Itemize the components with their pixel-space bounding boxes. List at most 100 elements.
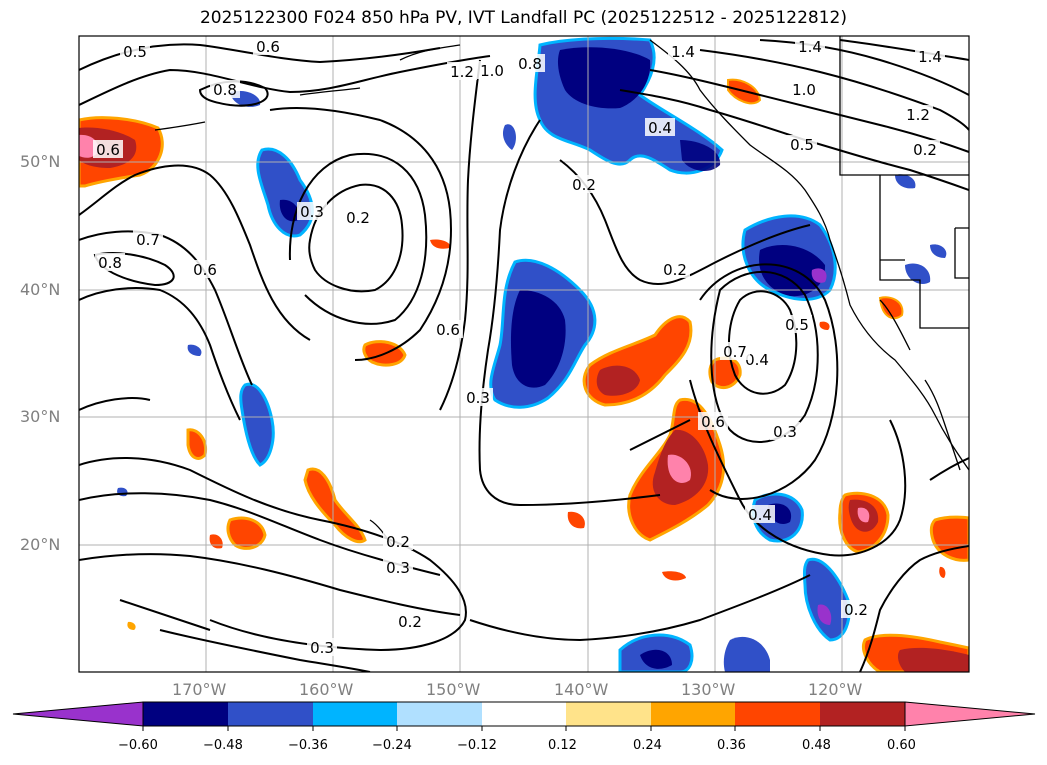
contour-label-text: 1.2: [906, 106, 930, 124]
lon-tick-120w: 120°W: [808, 680, 863, 699]
contour-label-text: 0.2: [913, 141, 937, 159]
contour-label-text: 1.0: [480, 62, 504, 80]
colorbar-box-2: [228, 702, 313, 726]
lat-tick-20n: 20°N: [20, 535, 61, 554]
contour-label: 0.3: [297, 202, 327, 221]
contour-label: 0.4: [745, 505, 775, 524]
colorbar-box-7: [651, 702, 735, 726]
colorbar-label-9: 0.48: [802, 738, 831, 753]
contour-label: 1.0: [477, 61, 507, 80]
coastlines: [154, 36, 969, 546]
colorbar-extend-left: [12, 701, 144, 727]
contour-label: 0.8: [515, 54, 545, 73]
colorbar-label-1: −0.60: [118, 738, 158, 753]
contour-label-text: 0.6: [193, 261, 217, 279]
lon-tick-130w: 130°W: [681, 680, 736, 699]
contour-label-text: 1.2: [450, 63, 474, 81]
contour-label-text: 0.2: [844, 601, 868, 619]
contour-label-text: 0.4: [748, 506, 772, 524]
positive-anomaly-shading: [79, 78, 969, 672]
contour-labels: 0.5 0.60.81.2 1.0 0.81.4 1.41.41.01.20.50.40…: [93, 37, 945, 657]
lat-tick-50n: 50°N: [20, 152, 61, 171]
contour-label-text: 0.6: [436, 321, 460, 339]
contour-label: 0.2: [383, 532, 413, 551]
contour-label-text: 0.6: [96, 141, 120, 159]
contour-label-text: 1.0: [792, 81, 816, 99]
contour-label: 1.2: [903, 105, 933, 124]
contour-label: 1.4: [668, 42, 698, 61]
colorbar: [12, 701, 1036, 731]
contour-label-text: 0.4: [648, 119, 672, 137]
colorbar-frame: [142, 701, 906, 727]
contour-label: 0.8: [95, 253, 125, 272]
contour-label-text: 1.4: [798, 38, 822, 56]
contour-label: 0.7: [133, 230, 163, 249]
contour-label: 0.3: [383, 558, 413, 577]
contour-label-text: 0.2: [663, 261, 687, 279]
contour-label-text: 0.7: [723, 343, 747, 361]
contour-label-text: 0.3: [466, 389, 490, 407]
contour-label-text: 0.8: [98, 254, 122, 272]
contour-label: 0.2: [841, 600, 871, 619]
colorbar-label-2: −0.48: [203, 738, 243, 753]
colorbar-box-1: [143, 702, 228, 726]
contour-label: 0.6: [190, 260, 220, 279]
colorbar-label-8: 0.36: [717, 738, 746, 753]
contour-label: 0.3: [770, 422, 800, 441]
negative-anomaly-shading: [117, 36, 947, 672]
contour-label: 0.7: [720, 342, 750, 361]
contour-label: 0.4: [645, 118, 675, 137]
contour-label: 0.6: [253, 37, 283, 56]
contour-label-text: 0.2: [572, 176, 596, 194]
colorbar-box-4: [397, 702, 482, 726]
contour-label-text: 0.6: [701, 413, 725, 431]
contour-label-text: 0.2: [386, 533, 410, 551]
contour-label: 0.5: [787, 135, 817, 154]
contour-label: 0.2: [569, 175, 599, 194]
colorbar-extend-right: [904, 701, 1036, 727]
contour-label-text: 0.6: [256, 38, 280, 56]
map-title: 2025122300 F024 850 hPa PV, IVT Landfall…: [199, 8, 847, 28]
contour-label: 0.3: [307, 638, 337, 657]
colorbar-label-7: 0.24: [633, 738, 662, 753]
contour-label: 0.2: [660, 260, 690, 279]
contour-label-text: 1.4: [671, 43, 695, 61]
contour-label: 1.0: [789, 80, 819, 99]
colorbar-box-9: [820, 702, 905, 726]
contour-label-text: 0.3: [773, 423, 797, 441]
contour-label-text: 0.7: [136, 231, 160, 249]
contour-label: 0.6: [93, 140, 123, 159]
colorbar-box-3: [313, 702, 397, 726]
contour-label-text: 1.4: [918, 48, 942, 66]
contour-label-text: 0.3: [300, 203, 324, 221]
contour-label-text: 0.3: [310, 639, 334, 657]
gridlines: [79, 36, 969, 672]
contour-label: 1.2: [447, 62, 477, 81]
contour-label-text: 0.5: [123, 43, 147, 61]
contour-label-text: 0.8: [213, 81, 237, 99]
lon-tick-140w: 140°W: [554, 680, 609, 699]
contour-label-text: 0.5: [785, 316, 809, 334]
colorbar-box-6: [566, 702, 651, 726]
colorbar-label-10: 0.60: [887, 738, 916, 753]
colorbar-label-3: −0.36: [288, 738, 328, 753]
contour-label: 1.4: [795, 37, 825, 56]
lat-tick-30n: 30°N: [20, 407, 61, 426]
lon-tick-160w: 160°W: [299, 680, 354, 699]
colorbar-box-5: [482, 702, 566, 726]
contour-label-text: 0.4: [745, 351, 769, 369]
contour-label: 0.2: [343, 208, 373, 227]
contour-label: 0.6: [433, 320, 463, 339]
contour-label-text: 0.5: [790, 136, 814, 154]
contour-label: 0.5: [120, 42, 150, 61]
contour-label: 0.5: [782, 315, 812, 334]
map-frame: [78, 35, 970, 673]
contour-label: 0.2: [395, 612, 425, 631]
contour-label: 0.8: [210, 80, 240, 99]
contour-label: 1.4: [915, 47, 945, 66]
colorbar-box-8: [735, 702, 820, 726]
lon-tick-150w: 150°W: [426, 680, 481, 699]
contour-label-text: 0.3: [386, 559, 410, 577]
lon-tick-170w: 170°W: [172, 680, 227, 699]
